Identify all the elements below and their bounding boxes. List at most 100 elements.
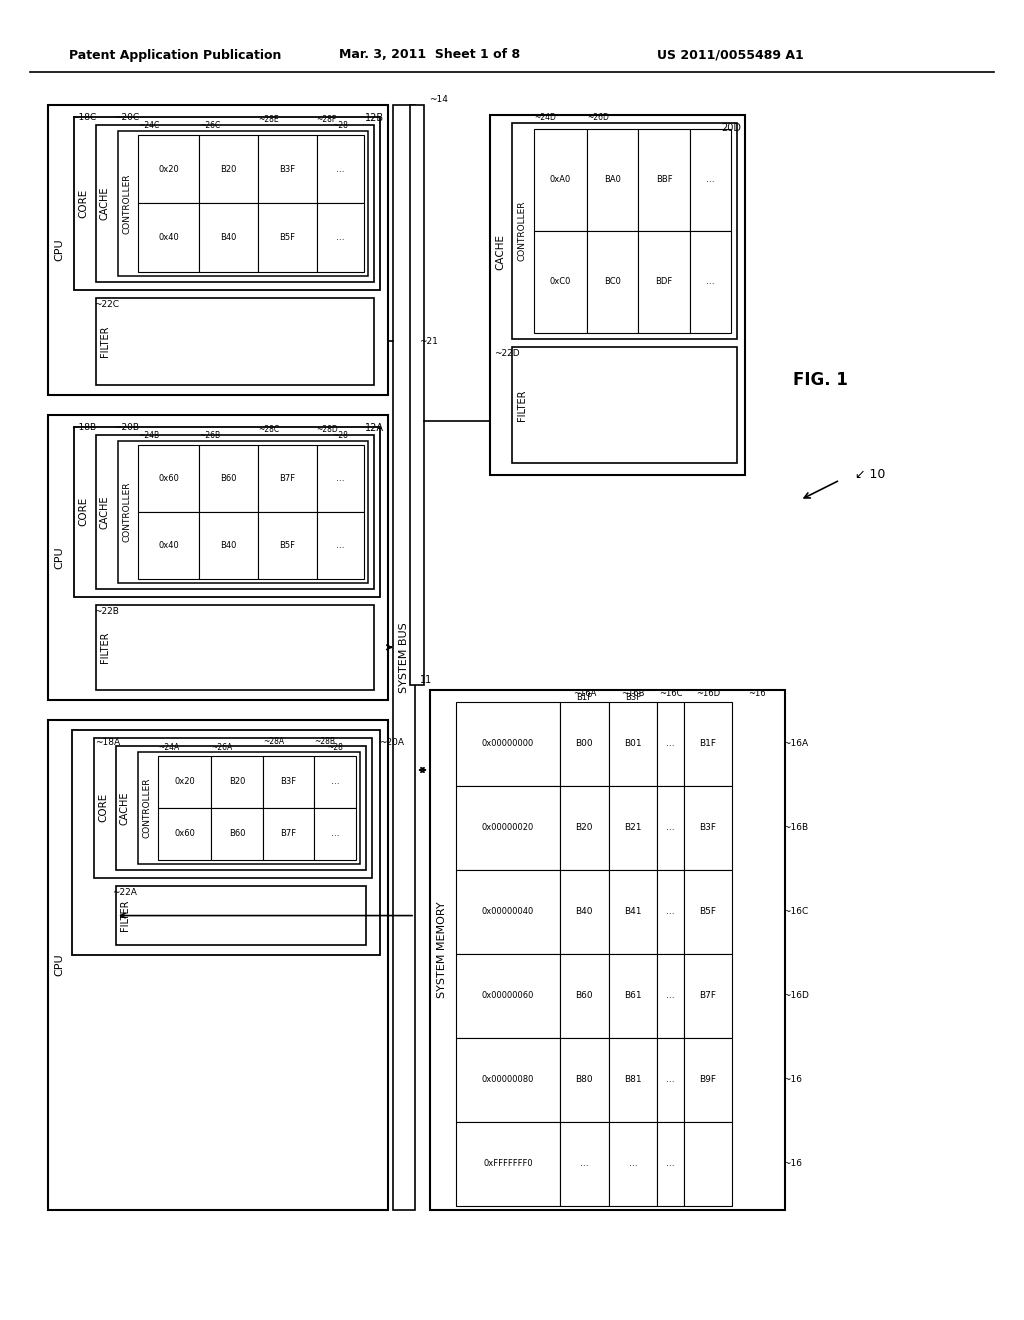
Text: ~16D: ~16D — [696, 689, 720, 698]
Bar — [456, 702, 560, 785]
Text: ~28C: ~28C — [258, 425, 279, 434]
Text: B81: B81 — [624, 1076, 642, 1085]
Text: ~22B: ~22B — [94, 607, 119, 615]
Bar — [199, 203, 258, 272]
Bar — [608, 702, 657, 785]
Bar — [316, 445, 364, 512]
Text: ~26C: ~26C — [199, 121, 220, 131]
Text: 0x40: 0x40 — [158, 541, 179, 549]
Text: CPU: CPU — [54, 546, 63, 569]
Bar — [116, 886, 366, 945]
Text: ~28A: ~28A — [263, 737, 284, 746]
Text: B40: B40 — [575, 908, 593, 916]
Bar — [314, 808, 356, 859]
Bar — [138, 203, 199, 272]
Text: ~16B: ~16B — [622, 689, 645, 698]
Text: B01: B01 — [624, 739, 642, 748]
Text: CONTROLLER: CONTROLLER — [123, 482, 131, 543]
Text: ~16: ~16 — [748, 689, 766, 698]
Text: ~24C: ~24C — [138, 121, 160, 131]
Bar — [48, 106, 388, 395]
Bar — [490, 115, 745, 475]
Bar — [72, 730, 380, 956]
Text: ~16B: ~16B — [783, 824, 808, 833]
Text: B1F: B1F — [577, 693, 592, 702]
Text: B3F: B3F — [699, 824, 717, 833]
Text: 0x20: 0x20 — [174, 777, 196, 787]
Text: SYSTEM MEMORY: SYSTEM MEMORY — [437, 902, 447, 998]
Bar — [512, 347, 737, 463]
Text: CONTROLLER: CONTROLLER — [123, 173, 131, 234]
Bar — [96, 436, 374, 589]
Text: 20D: 20D — [721, 123, 741, 133]
Bar — [314, 756, 356, 808]
Bar — [96, 605, 374, 690]
Text: B61: B61 — [624, 991, 642, 1001]
Text: ~26A: ~26A — [212, 742, 232, 751]
Text: ~16D: ~16D — [783, 991, 809, 1001]
Text: ...: ... — [336, 474, 345, 483]
Text: CACHE: CACHE — [100, 495, 110, 528]
Text: B5F: B5F — [699, 908, 717, 916]
Bar — [316, 512, 364, 578]
Text: 0x00000040: 0x00000040 — [482, 908, 535, 916]
Bar — [657, 954, 684, 1038]
Bar — [138, 445, 199, 512]
Text: CONTROLLER: CONTROLLER — [517, 201, 526, 261]
Text: CORE: CORE — [78, 498, 88, 527]
Bar — [456, 1038, 560, 1122]
Text: ...: ... — [336, 165, 345, 174]
Text: CORE: CORE — [98, 793, 108, 822]
Text: B5F: B5F — [280, 232, 295, 242]
Bar — [263, 808, 314, 859]
Bar — [393, 106, 415, 1210]
Bar — [258, 203, 316, 272]
Bar — [684, 1122, 732, 1206]
Text: BBF: BBF — [655, 176, 673, 185]
Text: B7F: B7F — [281, 829, 297, 838]
Text: 0xFFFFFFF0: 0xFFFFFFF0 — [483, 1159, 532, 1168]
Text: ~28: ~28 — [333, 121, 348, 131]
Text: ~16A: ~16A — [783, 739, 808, 748]
Text: ...: ... — [336, 541, 345, 549]
Text: SYSTEM BUS: SYSTEM BUS — [399, 622, 409, 693]
Bar — [684, 785, 732, 870]
Text: ~28B: ~28B — [314, 737, 336, 746]
Text: CONTROLLER: CONTROLLER — [142, 777, 152, 838]
Bar — [608, 954, 657, 1038]
Text: CACHE: CACHE — [120, 791, 130, 825]
Bar — [657, 785, 684, 870]
Text: ~18B: ~18B — [71, 422, 96, 432]
Bar — [48, 414, 388, 700]
Text: B60: B60 — [229, 829, 246, 838]
Text: ~16: ~16 — [783, 1159, 802, 1168]
Text: CACHE: CACHE — [100, 186, 110, 220]
Bar — [118, 441, 368, 582]
Text: ~22A: ~22A — [112, 888, 137, 896]
Bar — [560, 702, 608, 785]
Text: B3F: B3F — [281, 777, 297, 787]
Bar — [212, 808, 263, 859]
Text: 0x00000020: 0x00000020 — [482, 824, 535, 833]
Bar — [560, 1038, 608, 1122]
Bar — [689, 129, 731, 231]
Bar — [199, 512, 258, 578]
Bar — [138, 135, 199, 203]
Text: ...: ... — [331, 777, 340, 787]
Bar — [118, 131, 368, 276]
Text: 0x00000000: 0x00000000 — [482, 739, 535, 748]
Text: BC0: BC0 — [604, 277, 622, 286]
Bar — [684, 1038, 732, 1122]
Text: ...: ... — [706, 176, 715, 185]
Text: CORE: CORE — [78, 189, 88, 218]
Text: ...: ... — [580, 1159, 589, 1168]
Bar — [456, 785, 560, 870]
Bar — [116, 746, 366, 870]
Text: ...: ... — [667, 1076, 675, 1085]
Bar — [158, 756, 212, 808]
Bar — [560, 1122, 608, 1206]
Bar — [212, 756, 263, 808]
Text: ~28: ~28 — [333, 432, 348, 441]
Text: BDF: BDF — [655, 277, 673, 286]
Text: B20: B20 — [229, 777, 246, 787]
